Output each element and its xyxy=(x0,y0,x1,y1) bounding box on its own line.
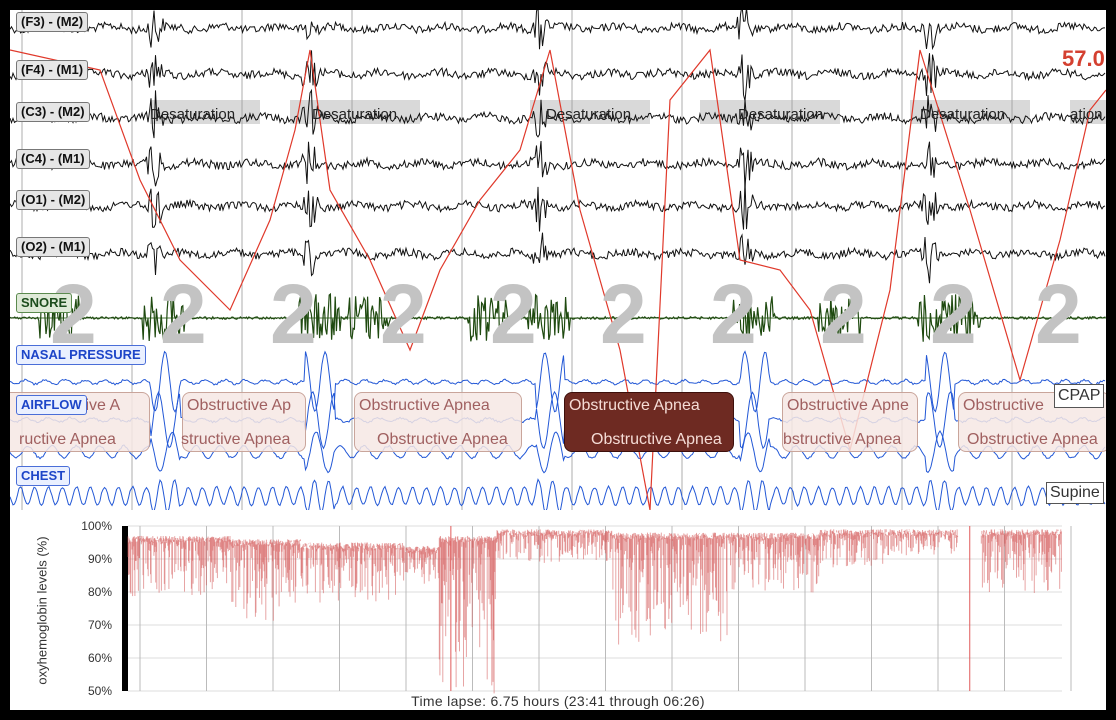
sleep-stage-label: 2 xyxy=(1035,267,1082,361)
desaturation-event-label[interactable]: Desaturation xyxy=(312,106,398,123)
y-axis-bar xyxy=(122,526,128,691)
apnea-event-label: bstructive Apnea xyxy=(783,431,902,448)
channel-label-airflow[interactable]: AIRFLOW xyxy=(16,395,87,415)
airflow-secondary-waveform xyxy=(10,430,1106,474)
sleep-stage-label: 2 xyxy=(600,267,647,361)
y-tick-label: 60% xyxy=(87,651,112,665)
spo2-value-readout: 57.0 xyxy=(1062,46,1105,71)
desaturation-event-label[interactable]: ation xyxy=(1070,106,1103,123)
desaturation-event-label[interactable]: Desaturation xyxy=(546,106,632,123)
apnea-event-label: structive Apnea xyxy=(181,431,291,448)
apnea-event-label: Obstructive xyxy=(963,397,1044,414)
eeg-trace xyxy=(10,50,1106,101)
spo2-trace-line xyxy=(10,48,1106,510)
apnea-event-label: Obstructive Ap xyxy=(187,397,292,414)
sleep-study-figure: 2 2 2 2 2 2 2 2 2 2 Desaturation Desatur… xyxy=(10,10,1106,710)
desaturation-highlight xyxy=(700,100,840,124)
apnea-event[interactable]: Obstructive Apne bstructive Apnea xyxy=(782,392,918,452)
eeg-trace xyxy=(10,180,1106,232)
eeg-trace xyxy=(10,140,1106,188)
apnea-event[interactable]: Obstructive Ap structive Apnea xyxy=(181,392,306,452)
sleep-stage-label: 2 xyxy=(380,267,427,361)
channel-label-chest[interactable]: CHEST xyxy=(16,466,71,486)
eeg-trace xyxy=(10,232,1106,284)
channel-label-o2-m1[interactable]: (O2) - (M1) xyxy=(16,237,91,257)
y-tick-label: 80% xyxy=(87,585,112,599)
eeg-trace xyxy=(10,10,1105,51)
desaturation-event-label[interactable]: Desaturation xyxy=(150,106,236,123)
sleep-stage-label: 2 xyxy=(270,267,317,361)
apnea-event-selected[interactable]: Obstructive Apnea Obstructive Apnea xyxy=(564,392,734,452)
channel-label-nasal-pressure[interactable]: NASAL PRESSURE xyxy=(16,345,146,365)
position-label: Supine xyxy=(1046,482,1104,504)
y-axis-label: oxyhemoglobin levels (%) xyxy=(34,536,50,685)
eeg-traces xyxy=(10,10,1106,284)
channel-label-o1-m2[interactable]: (O1) - (M2) xyxy=(16,190,91,210)
apnea-event[interactable]: ctive A ructive Apnea xyxy=(10,392,150,452)
apnea-event-label: Obstructive Apnea xyxy=(359,397,490,414)
x-axis-label: Time lapse: 6.75 hours (23:41 through 06… xyxy=(411,693,705,709)
eeg-trace xyxy=(10,88,1106,139)
channel-label-c4-m1[interactable]: (C4) - (M1) xyxy=(16,149,90,169)
y-tick-label: 90% xyxy=(87,552,112,566)
cpap-label: CPAP xyxy=(1054,384,1105,408)
channel-label-snore[interactable]: SNORE xyxy=(16,293,73,313)
snore-waveform xyxy=(10,292,1106,342)
apnea-event-label: Obstructive Apnea xyxy=(967,431,1098,448)
apnea-event-label: Obstructive Apnea xyxy=(377,431,508,448)
airflow-waveform xyxy=(10,390,1106,450)
sleep-stage-label: 2 xyxy=(820,267,867,361)
spo2-trace xyxy=(10,48,1106,510)
oxygen-chart-plot xyxy=(122,525,1072,694)
apnea-event-label: Obstructive Apne xyxy=(787,397,909,414)
apnea-event-label: ructive Apnea xyxy=(19,431,116,448)
y-tick-label: 50% xyxy=(87,684,112,698)
apnea-event-label: Obstructive Apnea xyxy=(591,431,722,448)
apnea-event[interactable]: Obstructive Apnea Obstructive Apnea xyxy=(354,392,522,452)
channel-label-c3-m2[interactable]: (C3) - (M2) xyxy=(16,102,90,122)
y-tick-label: 100% xyxy=(81,519,112,533)
oxygen-trend-chart: 100% 90% 80% 70% 60% 50% oxyhemoglobin l… xyxy=(10,510,1106,710)
sleep-stage-label: 2 xyxy=(490,267,537,361)
chest-effort-waveform xyxy=(10,478,1106,510)
desaturation-event-label[interactable]: Desaturation xyxy=(920,106,1006,123)
sleep-stage-label: 2 xyxy=(50,267,97,361)
sleep-stage-label: 2 xyxy=(930,267,977,361)
snore-trace xyxy=(10,292,1106,342)
channel-label-f4-m1[interactable]: (F4) - (M1) xyxy=(16,60,89,80)
sleep-stage-label: 2 xyxy=(710,267,757,361)
apnea-event-label: Obstructive Apnea xyxy=(569,397,700,414)
sleep-stage-label: 2 xyxy=(160,267,207,361)
desaturation-event-label[interactable]: Desaturation xyxy=(738,106,824,123)
polysomnogram-panel xyxy=(10,10,1106,510)
channel-label-f3-m2[interactable]: (F3) - (M2) xyxy=(16,12,89,32)
respiratory-traces xyxy=(10,350,1106,510)
y-tick-label: 70% xyxy=(87,618,112,632)
